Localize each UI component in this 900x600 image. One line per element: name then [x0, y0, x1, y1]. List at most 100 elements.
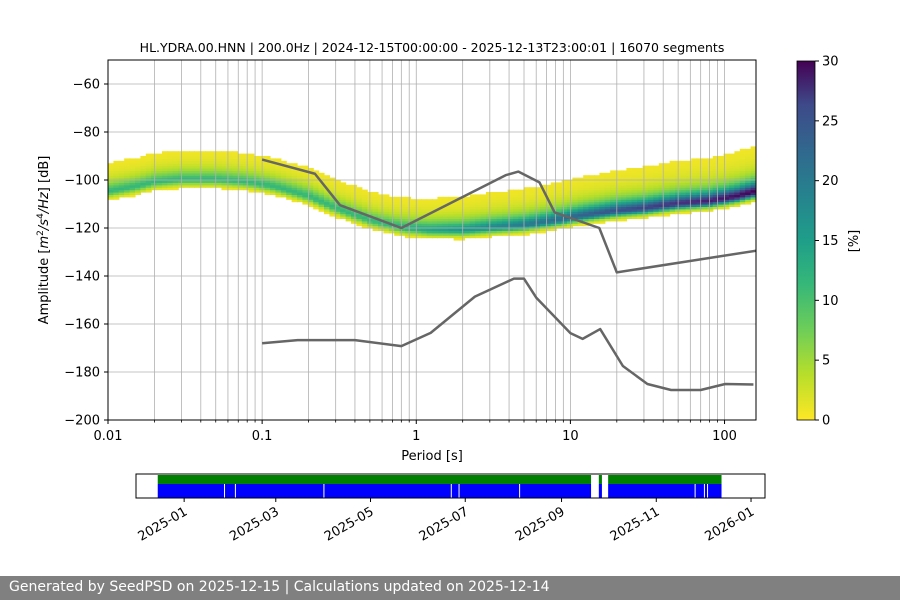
heatmap-cell: [232, 165, 239, 169]
heatmap-cell: [642, 216, 649, 219]
y-tick-label: −100: [64, 174, 100, 189]
heatmap-cell: [615, 206, 622, 210]
heatmap-cell: [108, 165, 114, 169]
heatmap-cell: [199, 182, 206, 186]
heatmap-cell: [172, 160, 179, 164]
heatmap-cell: [189, 160, 195, 164]
heatmap-cell: [534, 213, 541, 217]
heatmap-cell: [372, 208, 379, 212]
heatmap-cell: [129, 180, 136, 183]
colorbar-tick-label: 10: [822, 294, 839, 309]
heatmap-cell: [642, 170, 649, 174]
heatmap-cell: [653, 187, 660, 191]
timeline-ticks: 2025-01 2025-03 2025-05 2025-07 2025-09 2025-…: [136, 498, 757, 545]
heatmap-cell: [410, 228, 417, 231]
heatmap-cell: [394, 216, 401, 219]
heatmap-cell: [734, 201, 741, 205]
heatmap-cell: [729, 153, 735, 157]
heatmap-cell: [669, 192, 676, 195]
heatmap-cell: [734, 192, 741, 195]
heatmap-cell: [291, 196, 298, 200]
heatmap-cell: [162, 168, 168, 171]
heatmap-cell: [253, 170, 260, 174]
heatmap-cell: [523, 192, 530, 195]
heatmap-cell: [745, 180, 752, 183]
heatmap-cell: [550, 182, 557, 186]
heatmap-cell: [405, 204, 411, 207]
heatmap-cell: [621, 182, 627, 186]
heatmap-cell: [388, 208, 395, 212]
heatmap-cell: [345, 216, 352, 219]
heatmap-cell: [648, 177, 654, 181]
heatmap-cell: [216, 151, 222, 155]
heatmap-cell: [599, 220, 606, 224]
heatmap-cell: [648, 165, 654, 169]
heatmap-cell: [232, 158, 239, 162]
heatmap-cell: [712, 182, 719, 186]
heatmap-cell: [669, 204, 676, 207]
heatmap-cell: [594, 218, 600, 222]
heatmap-cell: [459, 199, 465, 203]
heatmap-cell: [226, 158, 233, 162]
heatmap-cell: [729, 201, 735, 205]
heatmap-cell: [340, 213, 347, 217]
heatmap-cell: [723, 199, 730, 203]
heatmap-cell: [653, 184, 660, 188]
heatmap-cell: [718, 194, 725, 198]
heatmap-cell: [653, 177, 660, 181]
heatmap-cell: [183, 175, 190, 179]
heatmap-cell: [502, 223, 509, 227]
heatmap-cell: [329, 177, 336, 181]
heatmap-cell: [577, 199, 584, 203]
heatmap-cell: [162, 158, 168, 162]
heatmap-cell: [669, 170, 676, 174]
heatmap-cell: [534, 204, 541, 207]
heatmap-cell: [113, 175, 120, 179]
heatmap-cell: [297, 175, 303, 179]
heatmap-cell: [448, 223, 455, 227]
heatmap-cell: [405, 199, 411, 203]
heatmap-cell: [432, 230, 438, 234]
colorbar-tick-label: 20: [822, 174, 839, 189]
heatmap-cell: [486, 216, 492, 219]
heatmap-cell: [583, 192, 590, 195]
heatmap-cell: [162, 187, 168, 191]
heatmap-cell: [658, 182, 665, 186]
heatmap-cell: [437, 230, 444, 234]
heatmap-cell: [518, 189, 525, 193]
heatmap-cell: [448, 228, 455, 231]
heatmap-cell: [610, 216, 617, 219]
heatmap-cell: [523, 223, 530, 227]
heatmap-cell: [286, 180, 293, 183]
heatmap-cell: [140, 170, 147, 174]
heatmap-cell: [297, 184, 303, 188]
heatmap-cell: [448, 196, 455, 200]
heatmap-cell: [124, 163, 131, 167]
heatmap-cell: [302, 199, 309, 203]
heatmap-cell: [426, 204, 433, 207]
heatmap-cell: [615, 194, 622, 198]
heatmap-cell: [113, 180, 120, 183]
heatmap-cell: [491, 230, 498, 234]
heatmap-cell: [351, 192, 357, 195]
heatmap-cell: [237, 163, 244, 167]
heatmap-cell: [718, 199, 725, 203]
y-tick-label: −180: [64, 366, 100, 381]
heatmap-cell: [140, 189, 147, 193]
heatmap-cell: [534, 194, 541, 198]
heatmap-cell: [702, 165, 708, 169]
heatmap-cell: [475, 206, 482, 210]
heatmap-cell: [183, 151, 190, 155]
colorbar-tick-label: 30: [822, 55, 839, 70]
heatmap-cell: [372, 201, 379, 205]
heatmap-cell: [637, 175, 644, 179]
heatmap-cell: [712, 194, 719, 198]
heatmap-cell: [745, 201, 752, 205]
heatmap-cell: [372, 196, 379, 200]
heatmap-cell: [572, 223, 579, 227]
heatmap-cell: [280, 170, 287, 174]
heatmap-cell: [550, 194, 557, 198]
heatmap-cell: [432, 213, 438, 217]
heatmap-cell: [696, 160, 703, 164]
colorbar-tick-label: 5: [822, 354, 830, 369]
